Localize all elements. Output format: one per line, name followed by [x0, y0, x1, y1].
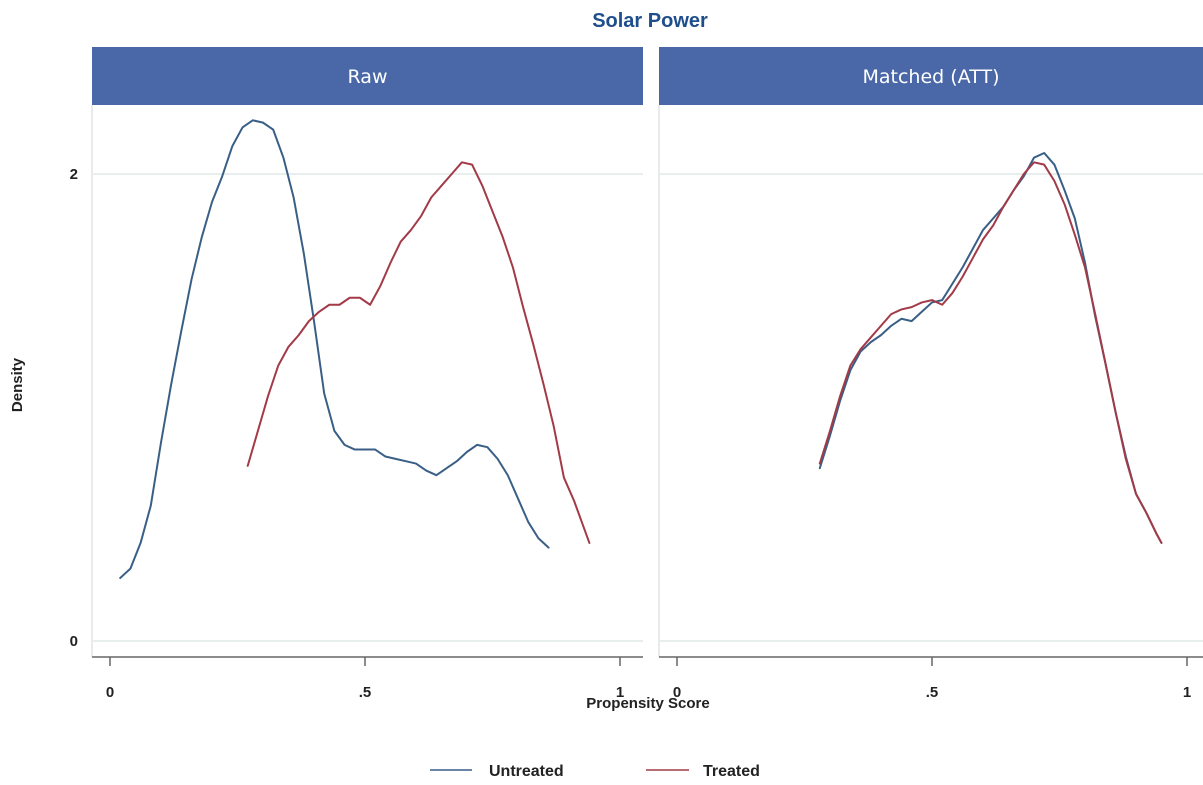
- panel-strip: [92, 47, 643, 105]
- legend-label-untreated: Untreated: [489, 763, 564, 780]
- panels: Raw 0 .5 1 0 2 Matched (ATT) 0 .5 1: [70, 47, 1203, 701]
- x-tick-label: .5: [926, 684, 939, 701]
- series-line-untreated: [818, 151, 1163, 544]
- series-line-treated: [246, 161, 591, 544]
- x-axis-title: Propensity Score: [586, 695, 709, 712]
- panel-0: Raw 0 .5 1 0 2: [70, 47, 643, 701]
- panel-strip: [659, 47, 1203, 105]
- x-tick-label: .5: [359, 684, 372, 701]
- legend-label-treated: Treated: [703, 763, 760, 780]
- x-tick-label: 0: [106, 684, 114, 701]
- y-tick-label: 2: [70, 166, 78, 183]
- panel-strip-label: Raw: [348, 66, 388, 88]
- x-tick-label: 1: [1183, 684, 1191, 701]
- x-tick-label: 0: [673, 684, 681, 701]
- chart-title: Solar Power: [592, 10, 708, 32]
- series-line-treated: [818, 161, 1163, 544]
- panel-strip-label: Matched (ATT): [863, 66, 1000, 88]
- series-line-untreated: [119, 119, 550, 579]
- y-tick-label: 0: [70, 633, 78, 650]
- x-tick-label: 1: [616, 684, 624, 701]
- legend: Untreated Treated: [430, 763, 760, 780]
- panel-1: Matched (ATT) 0 .5 1: [658, 47, 1203, 701]
- y-axis-title: Density: [9, 357, 26, 412]
